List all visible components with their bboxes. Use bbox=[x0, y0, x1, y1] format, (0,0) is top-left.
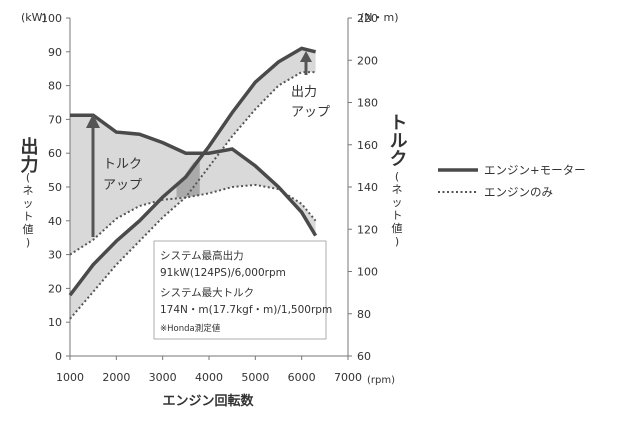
legend-engine-label: エンジンのみ bbox=[484, 185, 553, 199]
x-tick-label: 6000 bbox=[288, 371, 316, 384]
axis-subtitle-char: ( bbox=[395, 170, 399, 183]
left-tick-label: 70 bbox=[48, 113, 62, 126]
spec-line-4: 174N・m(17.7kgf・m)/1,500rpm bbox=[160, 304, 332, 316]
right-axis-title: トルク bbox=[387, 113, 408, 167]
spec-note: ※Honda測定値 bbox=[160, 323, 221, 334]
right-tick-label: 180 bbox=[357, 97, 378, 110]
system-torque-line bbox=[70, 113, 318, 237]
torque-up-label-line2: アップ bbox=[103, 178, 142, 193]
axis-subtitle-char: ネ bbox=[392, 183, 403, 196]
right-tick-label: 120 bbox=[357, 223, 378, 236]
axis-subtitle-char: 値 bbox=[23, 223, 34, 236]
power-up-arrow-head bbox=[300, 51, 312, 62]
left-tick-label: 20 bbox=[48, 282, 62, 295]
right-tick-label: 100 bbox=[357, 266, 378, 279]
spec-line-3: システム最大トルク bbox=[160, 286, 254, 299]
axis-subtitle-char: ネ bbox=[23, 184, 34, 197]
x-tick-label: 7000 bbox=[334, 371, 362, 384]
x-tick-label: 2000 bbox=[102, 371, 130, 384]
left-tick-label: 90 bbox=[48, 46, 62, 59]
x-tick-label: 3000 bbox=[149, 371, 177, 384]
axis-subtitle-char: ト bbox=[392, 209, 403, 222]
right-tick-label: 220 bbox=[357, 12, 378, 25]
x-tick-label: 1000 bbox=[56, 371, 84, 384]
right-tick-label: 60 bbox=[357, 350, 371, 363]
left-tick-label: 60 bbox=[48, 147, 62, 160]
left-axis-unit: (kW) bbox=[21, 11, 47, 24]
left-tick-label: 40 bbox=[48, 215, 62, 228]
left-tick-label: 100 bbox=[41, 12, 62, 25]
right-tick-label: 160 bbox=[357, 139, 378, 152]
power-up-label-line1: 出力 bbox=[291, 85, 317, 100]
spec-box bbox=[153, 240, 327, 340]
axis-subtitle-char: ッ bbox=[392, 196, 403, 209]
right-axis-unit: (N・m) bbox=[360, 11, 399, 24]
axis-subtitle-char: ッ bbox=[23, 197, 34, 210]
left-tick-label: 30 bbox=[48, 249, 62, 262]
right-tick-label: 140 bbox=[357, 181, 378, 194]
right-tick-label: 80 bbox=[357, 308, 371, 321]
axis-subtitle-char: ) bbox=[26, 236, 30, 249]
x-axis-label: エンジン回転数 bbox=[162, 393, 254, 409]
left-tick-label: 80 bbox=[48, 80, 62, 93]
axis-subtitle-char: ( bbox=[26, 171, 30, 184]
system-power-line bbox=[68, 46, 317, 297]
left-tick-label: 50 bbox=[48, 181, 62, 194]
torque-up-label-line1: トルク bbox=[103, 157, 142, 172]
torque-up-arrow-head bbox=[86, 114, 100, 128]
x-tick-label: 4000 bbox=[195, 371, 223, 384]
spec-line-1: システム最高出力 bbox=[160, 249, 244, 262]
spec-line-2: 91kW(124PS)/6,000rpm bbox=[160, 267, 286, 279]
power-up-label-line2: アップ bbox=[291, 105, 330, 120]
left-tick-label: 0 bbox=[55, 350, 62, 363]
axis-subtitle-char: 値 bbox=[392, 222, 403, 235]
right-tick-label: 200 bbox=[357, 54, 378, 67]
x-tick-label: 5000 bbox=[241, 371, 269, 384]
x-axis-unit: (rpm) bbox=[367, 375, 395, 386]
left-axis-title: 出力 bbox=[18, 136, 39, 174]
legend-system-label: エンジン+モーター bbox=[484, 163, 586, 177]
axis-subtitle-char: ト bbox=[23, 210, 34, 223]
axis-subtitle-char: ) bbox=[395, 235, 399, 248]
left-tick-label: 10 bbox=[48, 316, 62, 329]
